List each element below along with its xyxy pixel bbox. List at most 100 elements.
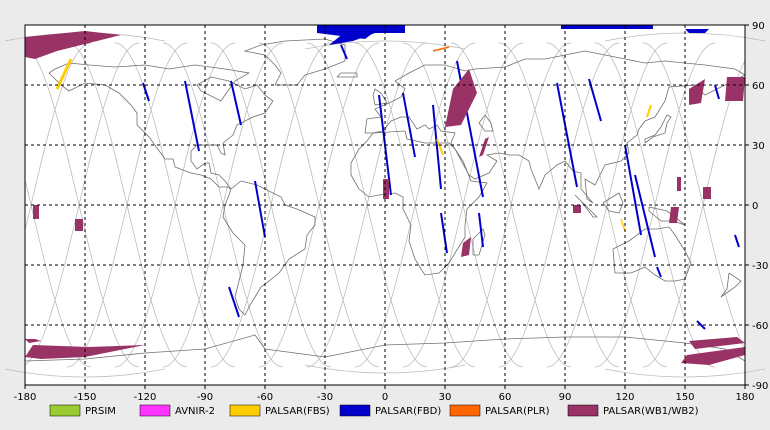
fbd-swath <box>402 92 416 158</box>
legend-item: PALSAR(FBD) <box>339 404 441 417</box>
legend-swatch <box>229 404 261 417</box>
orbit-track <box>304 40 466 50</box>
orbit-track <box>4 368 166 378</box>
coastline <box>364 50 746 204</box>
lon-tick-label: 180 <box>735 392 754 403</box>
coastline <box>574 194 598 218</box>
lat-tick-label: -60 <box>752 321 768 332</box>
coastline <box>243 38 346 86</box>
wb-swath <box>479 137 489 157</box>
fbd-swath <box>734 234 740 248</box>
fbd-swath <box>624 144 642 236</box>
lat-tick-label: 90 <box>752 21 765 32</box>
wb-swath <box>681 347 745 365</box>
legend-label: PALSAR(WB1/WB2) <box>603 406 699 417</box>
orbit-track <box>604 368 766 378</box>
fbs-swath <box>646 104 652 118</box>
legend-item: AVNIR-2 <box>139 404 215 417</box>
wb-swath <box>677 177 681 191</box>
legend-label: AVNIR-2 <box>175 406 215 417</box>
fbd-swath <box>561 25 653 29</box>
lon-tick-label: 0 <box>382 392 388 403</box>
fbd-swath <box>556 82 578 188</box>
fbs-swath <box>620 218 626 232</box>
coastline <box>612 226 692 282</box>
coastline <box>472 228 486 256</box>
plr-swath <box>432 46 450 52</box>
coastline <box>478 114 494 132</box>
longitude-ticks: -180 -150 -120 -90 -60 -30 0 30 60 90 120 150 180 <box>14 385 755 403</box>
lon-tick-label: 30 <box>439 392 452 403</box>
coastline <box>720 272 742 298</box>
fbd-swath <box>478 212 484 248</box>
legend-item: PALSAR(FBS) <box>229 404 330 417</box>
lat-tick-label: 60 <box>752 81 765 92</box>
wb-swath <box>25 31 121 59</box>
legend-item: PALSAR(PLR) <box>449 404 550 417</box>
coastline <box>336 72 358 78</box>
wb-swath <box>445 69 477 127</box>
fbd-swath <box>440 212 448 254</box>
lat-tick-label: 30 <box>752 141 765 152</box>
wb-swath <box>689 79 705 105</box>
fbd-swath <box>714 84 720 100</box>
lon-tick-label: 150 <box>675 392 694 403</box>
fbd-swath <box>228 286 240 318</box>
lat-tick-label: 0 <box>752 201 758 212</box>
fbd-swath <box>340 44 348 60</box>
wb-swath <box>25 339 41 343</box>
legend-label: PALSAR(FBS) <box>265 406 330 417</box>
fbd-swath <box>432 104 442 190</box>
lon-tick-label: 90 <box>559 392 572 403</box>
wb-swath <box>75 219 83 231</box>
wb-swath <box>703 187 711 199</box>
legend-swatch <box>449 404 481 417</box>
legend-swatch <box>49 404 81 417</box>
legend-swatch <box>339 404 371 417</box>
latitude-ticks: 90 60 30 0 -30 -60 -90 <box>745 21 768 392</box>
wb-swath <box>725 77 745 101</box>
orbit-track <box>304 364 466 374</box>
coastline <box>602 192 624 214</box>
wb-swath <box>669 207 679 223</box>
fbs-swath <box>55 58 73 90</box>
legend-label: PALSAR(PLR) <box>485 406 550 417</box>
wb-swath <box>573 205 581 213</box>
fbd-swath <box>696 320 706 330</box>
fbd-swath <box>685 29 709 33</box>
fbd-swath <box>329 29 375 45</box>
fbd-swath <box>588 78 602 122</box>
fbd-swath <box>634 174 656 258</box>
lon-tick-label: -150 <box>74 392 97 403</box>
fbd-swath <box>656 266 662 278</box>
wb-swath <box>33 205 39 219</box>
legend-swatch <box>139 404 171 417</box>
legend-item: PRSIM <box>49 404 116 417</box>
wb-swath <box>383 179 389 199</box>
lon-tick-label: -60 <box>257 392 273 403</box>
wb-swath <box>689 337 745 349</box>
fbs-swath <box>436 138 444 156</box>
lon-tick-label: -180 <box>14 392 37 403</box>
coastline <box>350 130 488 276</box>
legend-label: PALSAR(FBD) <box>375 406 441 417</box>
legend: PRSIM AVNIR-2 PALSAR(FBS) PALSAR(FBD) PALSAR… <box>49 404 699 417</box>
fbd-swath <box>230 80 242 126</box>
fbd-swath <box>184 80 200 152</box>
graticule <box>25 25 745 385</box>
fbd-swath <box>142 82 150 102</box>
wb-swath <box>461 237 471 257</box>
lon-tick-label: -90 <box>197 392 213 403</box>
lon-tick-label: 60 <box>499 392 512 403</box>
legend-label: PRSIM <box>85 406 116 417</box>
fbd-swath <box>254 180 266 238</box>
lat-tick-label: -30 <box>752 261 768 272</box>
lon-tick-label: 120 <box>615 392 634 403</box>
legend-swatch <box>567 404 599 417</box>
lon-tick-label: -30 <box>317 392 333 403</box>
lon-tick-label: -120 <box>134 392 157 403</box>
legend-item: PALSAR(WB1/WB2) <box>567 404 699 417</box>
coastline <box>644 114 672 144</box>
lat-tick-label: -90 <box>752 381 768 392</box>
